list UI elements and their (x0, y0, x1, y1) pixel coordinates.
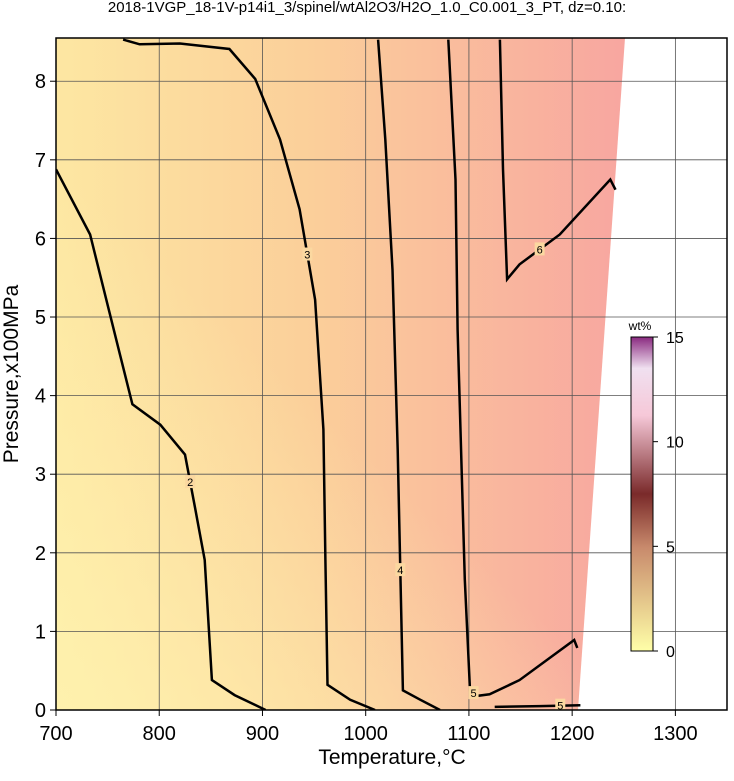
y-axis-label: Pressure,x100MPa (0, 284, 23, 463)
contour-label: 2 (187, 477, 193, 489)
x-tick-label: 1200 (550, 723, 595, 745)
contour-label-bg (395, 563, 406, 577)
y-tick-label: 0 (35, 700, 46, 722)
y-tick-label: 7 (35, 150, 46, 172)
contour-line (376, 39, 441, 710)
frame (55, 37, 728, 711)
field-shade (56, 38, 625, 710)
colorbar-label: wt% (628, 319, 652, 333)
contour-label-bg (302, 247, 313, 261)
x-axis-label: Temperature,°C (318, 746, 465, 769)
x-tick-label: 1100 (447, 723, 490, 745)
y-tick-label: 2 (35, 543, 46, 565)
contour-line (498, 39, 617, 283)
y-tick-label: 6 (35, 228, 46, 250)
y-tick-label: 4 (35, 386, 46, 408)
contour-label: 5 (471, 688, 477, 700)
x-tick-label: 900 (246, 723, 279, 745)
y-tick-label: 8 (35, 71, 46, 93)
contour-label-bg (555, 698, 566, 710)
chart-title: 2018-1VGP_18-1V-p14i1_3/spinel/wtAl2O3/H… (108, 0, 626, 16)
y-tick-label: 1 (35, 621, 46, 643)
colorbar-tick-label: 10 (666, 435, 684, 452)
contour-label-bg (468, 686, 479, 700)
contour-label: 5 (557, 701, 563, 713)
x-tick-label: 1000 (343, 723, 388, 745)
contour-line (494, 704, 581, 709)
contour-line (56, 168, 267, 710)
colorbar-tick-label: 0 (666, 644, 675, 661)
plot-area: 2 3 4 5 5 6 (56, 38, 727, 713)
contour-label: 3 (304, 250, 310, 262)
colorbar-tick-label: 15 (666, 330, 684, 347)
x-tick-label: 700 (39, 723, 72, 745)
x-tick-label: 800 (143, 723, 176, 745)
contour-label-bg (185, 475, 196, 489)
contour-label-bg (534, 242, 545, 256)
colorbar (630, 336, 654, 652)
contour-label: 4 (397, 565, 403, 577)
colorbar-tick-label: 5 (666, 539, 675, 556)
x-tick-label: 1300 (653, 723, 698, 745)
contour-label: 6 (537, 244, 543, 256)
y-tick-label: 5 (35, 307, 46, 329)
contour-line (122, 38, 376, 710)
y-tick-label: 3 (35, 464, 46, 486)
